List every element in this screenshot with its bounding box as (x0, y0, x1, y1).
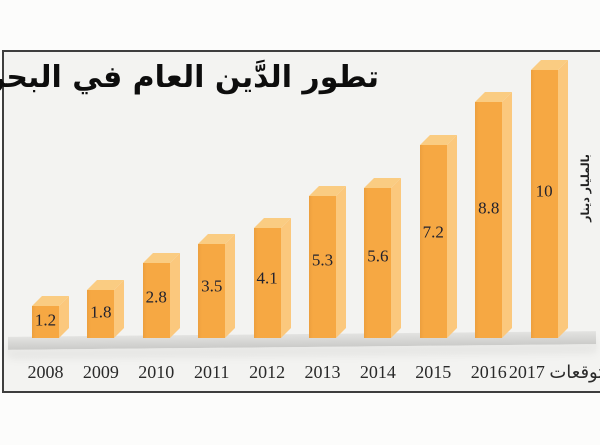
bar-side-face (336, 186, 346, 338)
bar: 7.2 (419, 135, 457, 338)
bar-side-face (446, 135, 457, 338)
x-axis-category-label: توقعات 2017 (508, 362, 600, 382)
bar-value-label: 2.8 (145, 287, 167, 307)
bar-value-label: 8.8 (478, 198, 500, 218)
bar-value-label: 1.8 (90, 302, 112, 322)
bar-side-face (114, 280, 125, 338)
bar: 5.3 (309, 186, 346, 338)
bar-front-face (253, 228, 281, 338)
bar: 2.8 (142, 253, 180, 338)
bar-front-face (142, 263, 170, 338)
bar: 3.5 (198, 234, 236, 338)
bar-front-face (87, 290, 115, 338)
bars-layer: 1.2 2008 1.8 2009 2.8 2010 3.5 2011 4.1 2012 5.3 20… (4, 52, 600, 391)
bar: 8.8 (475, 92, 513, 338)
x-axis-category-label: 2009 (82, 362, 119, 382)
x-axis-category-label: 2014 (359, 362, 396, 382)
bar-front-face (530, 70, 558, 338)
bar-front-face (32, 306, 59, 338)
bar-front-face (419, 145, 447, 338)
bar-value-label: 5.3 (311, 250, 334, 270)
bar-value-label: 5.6 (367, 246, 389, 265)
bar-side-face (280, 218, 291, 338)
chart-title: تطور الدَّين العام في البحرين (0, 60, 379, 95)
x-axis-category-label: 2016 (470, 362, 507, 382)
x-axis-category-label: 2011 (194, 362, 230, 382)
bar-front-face (198, 244, 226, 338)
bar-side-face (502, 92, 513, 338)
bar-front-face (364, 188, 392, 338)
x-axis-category-label: 2012 (249, 362, 286, 382)
bar-front-face (309, 196, 336, 338)
bar-value-label: 7.2 (422, 222, 444, 242)
bar-side-face (169, 253, 180, 338)
bar-value-label: 3.5 (201, 276, 223, 296)
x-axis-category-label: 2008 (27, 362, 64, 382)
bar-value-label: 1.2 (34, 310, 57, 330)
bar: 10 (530, 60, 568, 338)
x-axis-category-label: 2015 (415, 362, 452, 382)
chart-box: تطور الدَّين العام في البحرين بالمليار د… (0, 50, 600, 393)
bar-front-face (475, 102, 503, 338)
bar: 1.8 (87, 280, 125, 338)
bar-side-face (391, 178, 402, 338)
bar: 4.1 (253, 218, 291, 338)
x-axis-category-label: 2010 (138, 362, 175, 382)
bar: 5.6 (364, 178, 402, 338)
bar-side-face (557, 60, 568, 338)
x-axis-category-label: 2013 (304, 362, 341, 382)
bar-side-face (225, 234, 236, 338)
bar-value-label: 10 (535, 181, 553, 201)
bar-value-label: 4.1 (256, 268, 278, 287)
bar: 1.2 (32, 296, 69, 338)
